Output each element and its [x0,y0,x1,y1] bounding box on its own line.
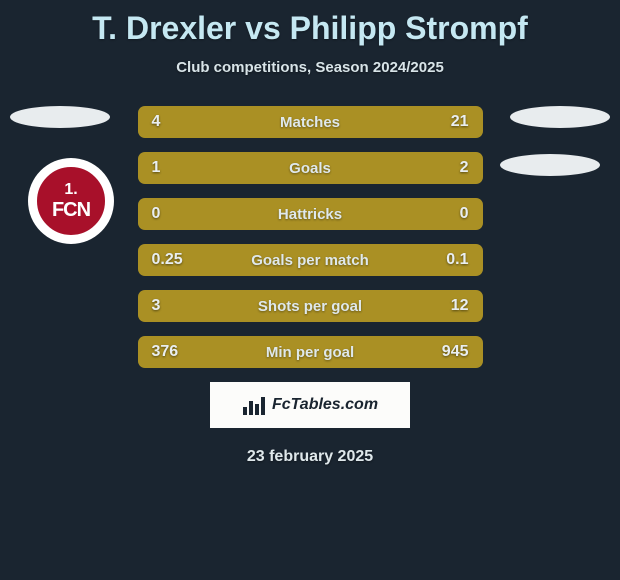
comparison-content: 1. FCN 4 Matches 21 1 Goals 2 0 Hattrick… [0,106,620,466]
stat-left: 0.25 [152,251,183,269]
club-badge-inner: 1. FCN [34,164,108,238]
stat-row-matches: 4 Matches 21 [138,106,483,138]
stat-right: 0.1 [446,251,468,269]
stat-row-goals: 1 Goals 2 [138,152,483,184]
stats-table: 4 Matches 21 1 Goals 2 0 Hattricks 0 0.2… [138,106,483,428]
page-subtitle: Club competitions, Season 2024/2025 [0,59,620,76]
stat-right: 945 [442,343,469,361]
stat-row-shots-per-goal: 3 Shots per goal 12 [138,290,483,322]
stat-left: 3 [152,297,161,315]
stat-right: 12 [451,297,469,315]
stat-label: Shots per goal [258,298,362,315]
stat-row-hattricks: 0 Hattricks 0 [138,198,483,230]
stat-left: 376 [152,343,179,361]
stat-right: 0 [460,205,469,223]
placeholder-oval-left [10,106,110,128]
club-badge: 1. FCN [28,158,114,244]
stat-row-goals-per-match: 0.25 Goals per match 0.1 [138,244,483,276]
stat-label: Min per goal [266,344,354,361]
stat-right: 2 [460,159,469,177]
badge-line1: 1. [64,181,77,199]
watermark-text: FcTables.com [272,396,378,414]
stat-label: Hattricks [278,206,342,223]
placeholder-oval-right-2 [500,154,600,176]
placeholder-oval-right-1 [510,106,610,128]
stat-left: 1 [152,159,161,177]
stat-label: Goals [289,160,331,177]
stat-left: 0 [152,205,161,223]
watermark: FcTables.com [210,382,410,428]
page-title: T. Drexler vs Philipp Strompf [0,0,620,47]
date-label: 23 february 2025 [0,448,620,466]
stat-label: Matches [280,114,340,131]
stat-left: 4 [152,113,161,131]
stat-row-min-per-goal: 376 Min per goal 945 [138,336,483,368]
bars-icon [242,395,266,415]
stat-right: 21 [451,113,469,131]
badge-line2: FCN [52,199,90,222]
stat-label: Goals per match [251,252,369,269]
